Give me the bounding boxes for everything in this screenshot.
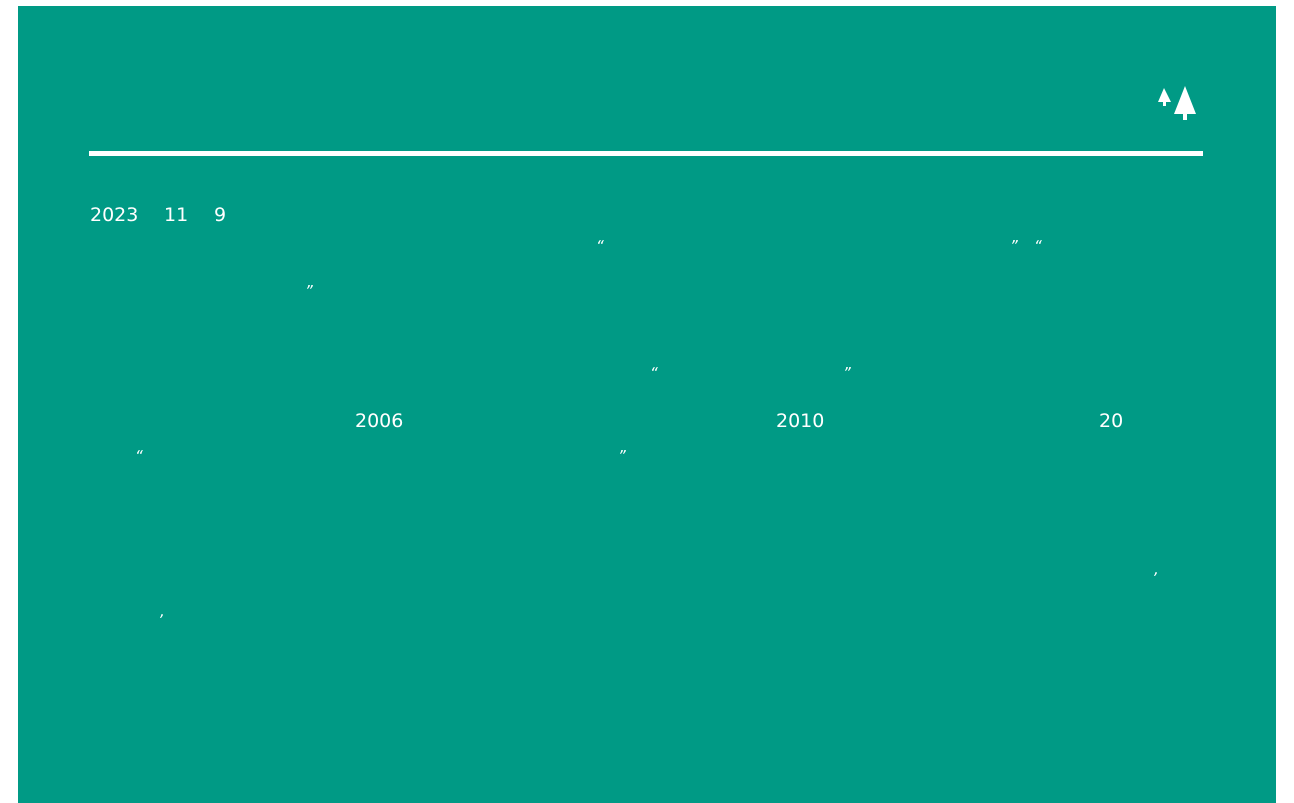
header-divider: [89, 151, 1203, 156]
quote-mark: “: [596, 237, 604, 255]
comma: ,: [160, 602, 165, 620]
number-text: 20: [1099, 410, 1124, 432]
article-panel: 2023 11 9 “ ” “ ” “ ” 2006 2010 20 “ ” ,…: [18, 6, 1276, 803]
comma: ,: [1154, 560, 1159, 578]
logo: [1158, 86, 1196, 120]
year-text: 2010: [776, 410, 825, 432]
quote-mark: “: [135, 447, 143, 465]
date-year: 2023: [90, 204, 139, 226]
quote-mark: ”: [618, 447, 626, 465]
quote-mark: ”: [305, 282, 313, 300]
year-text: 2006: [355, 410, 404, 432]
quote-mark: ”: [843, 364, 851, 382]
quote-mark: “: [650, 364, 658, 382]
date-day: 9: [214, 204, 227, 226]
date-month: 11: [164, 204, 189, 226]
quote-mark: ”: [1010, 237, 1018, 255]
quote-mark: “: [1034, 237, 1042, 255]
